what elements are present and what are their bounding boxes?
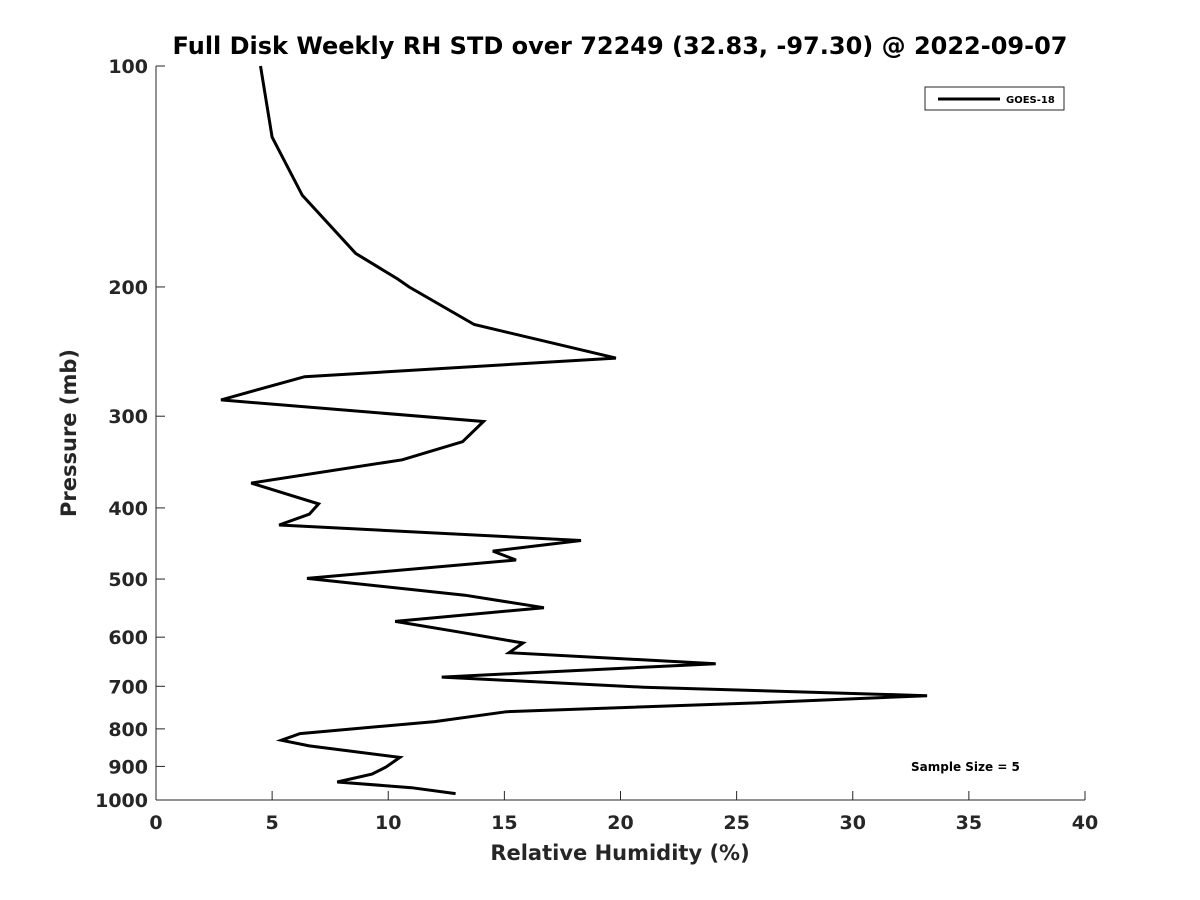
axis-ticks: 0 5 10 15 20 25 30 35 40 100 200 300 400 500 600 700 800… (95, 56, 1098, 834)
y-tick-label: 700 (108, 676, 148, 698)
chart-title: Full Disk Weekly RH STD over 72249 (32.8… (173, 32, 1068, 60)
x-tick-label: 20 (607, 812, 633, 834)
x-tick-label: 5 (266, 812, 279, 834)
x-tick-label: 35 (956, 812, 982, 834)
legend: GOES-18 (924, 86, 1065, 111)
x-tick-label: 40 (1072, 812, 1098, 834)
y-axis-label: Pressure (mb) (57, 349, 81, 517)
y-tick-label: 800 (108, 719, 148, 741)
y-tick-label: 900 (108, 756, 148, 778)
y-tick-label: 600 (108, 627, 148, 649)
x-tick-label: 30 (840, 812, 866, 834)
legend-label-goes-18: GOES-18 (1006, 95, 1055, 106)
x-tick-label: 10 (375, 812, 401, 834)
y-tick-label: 200 (108, 277, 148, 299)
x-tick-label: 15 (491, 812, 517, 834)
x-tick-label: 25 (723, 812, 749, 834)
x-tick-label: 0 (149, 812, 162, 834)
y-tick-label: 1000 (95, 790, 148, 812)
y-tick-label: 500 (108, 569, 148, 591)
y-tick-label: 400 (108, 498, 148, 520)
x-axis-label: Relative Humidity (%) (490, 841, 749, 865)
series-line-goes-18 (220, 65, 928, 796)
y-tick-label: 100 (108, 56, 148, 78)
y-tick-label: 300 (108, 406, 148, 428)
series-layer (220, 65, 928, 796)
sample-size-annotation: Sample Size = 5 (911, 760, 1020, 774)
